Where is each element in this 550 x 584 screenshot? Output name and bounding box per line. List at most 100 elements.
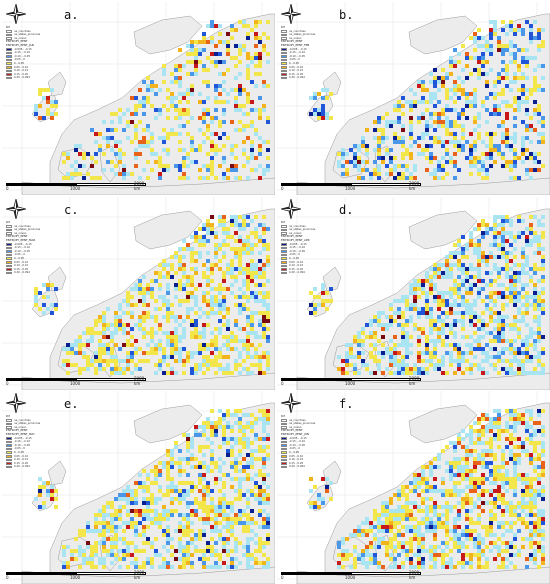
entropy-cell: [222, 323, 226, 327]
entropy-cell: [102, 347, 106, 351]
entropy-cell: [413, 100, 417, 104]
entropy-cell: [246, 64, 250, 68]
entropy-cell: [110, 553, 114, 557]
entropy-cell: [353, 160, 357, 164]
entropy-cell: [393, 164, 397, 168]
entropy-cell: [481, 417, 485, 421]
entropy-cell: [429, 124, 433, 128]
entropy-cell: [162, 461, 166, 465]
entropy-cell: [541, 533, 545, 537]
entropy-cell: [389, 541, 393, 545]
entropy-cell: [537, 493, 541, 497]
entropy-cell: [34, 112, 38, 116]
entropy-cell: [461, 92, 465, 96]
entropy-cell: [373, 315, 377, 319]
entropy-cell: [190, 485, 194, 489]
entropy-cell: [469, 263, 473, 267]
entropy-cell: [182, 517, 186, 521]
entropy-cell: [258, 148, 262, 152]
entropy-cell: [246, 323, 250, 327]
entropy-cell: [170, 481, 174, 485]
legend-swatch: [6, 455, 12, 458]
entropy-cell: [417, 295, 421, 299]
entropy-cell: [465, 271, 469, 275]
entropy-cell: [266, 437, 270, 441]
entropy-cell: [453, 287, 457, 291]
entropy-cell: [525, 513, 529, 517]
entropy-cell: [453, 84, 457, 88]
entropy-cell: [222, 112, 226, 116]
entropy-cell: [258, 537, 262, 541]
entropy-cell: [477, 263, 481, 267]
entropy-cell: [130, 489, 134, 493]
entropy-cell: [501, 509, 505, 513]
entropy-cell: [465, 561, 469, 565]
entropy-cell: [513, 255, 517, 259]
entropy-cell: [230, 533, 234, 537]
entropy-cell: [533, 267, 537, 271]
entropy-cell: [250, 517, 254, 521]
entropy-cell: [234, 255, 238, 259]
entropy-cell: [230, 24, 234, 28]
entropy-cell: [493, 215, 497, 219]
entropy-cell: [186, 60, 190, 64]
entropy-cell: [186, 529, 190, 533]
entropy-cell: [345, 168, 349, 172]
entropy-cell: [437, 267, 441, 271]
entropy-cell: [537, 477, 541, 481]
entropy-cell: [214, 517, 218, 521]
entropy-cell: [461, 497, 465, 501]
entropy-cell: [533, 295, 537, 299]
entropy-cell: [206, 315, 210, 319]
entropy-cell: [202, 343, 206, 347]
entropy-cell: [393, 335, 397, 339]
entropy-cell: [142, 335, 146, 339]
entropy-cell: [413, 303, 417, 307]
entropy-cell: [525, 303, 529, 307]
entropy-cell: [186, 247, 190, 251]
entropy-cell: [529, 124, 533, 128]
entropy-cell: [425, 367, 429, 371]
entropy-cell: [417, 287, 421, 291]
entropy-cell: [413, 168, 417, 172]
entropy-cell: [425, 291, 429, 295]
entropy-cell: [262, 239, 266, 243]
entropy-cell: [521, 60, 525, 64]
entropy-cell: [146, 497, 150, 501]
entropy-cell: [521, 489, 525, 493]
entropy-cell: [437, 275, 441, 279]
entropy-cell: [210, 359, 214, 363]
entropy-cell: [509, 164, 513, 168]
entropy-cell: [497, 445, 501, 449]
entropy-cell: [469, 561, 473, 565]
entropy-cell: [409, 283, 413, 287]
entropy-cell: [110, 529, 114, 533]
entropy-cell: [114, 144, 118, 148]
entropy-cell: [525, 64, 529, 68]
entropy-cell: [501, 100, 505, 104]
entropy-cell: [453, 100, 457, 104]
entropy-cell: [114, 128, 118, 132]
entropy-cell: [489, 52, 493, 56]
entropy-cell: [529, 28, 533, 32]
entropy-cell: [309, 501, 313, 505]
entropy-cell: [262, 331, 266, 335]
entropy-cell: [533, 449, 537, 453]
entropy-cell: [433, 136, 437, 140]
entropy-cell: [254, 168, 258, 172]
entropy-cell: [537, 152, 541, 156]
entropy-cell: [485, 331, 489, 335]
entropy-cell: [206, 239, 210, 243]
entropy-cell: [529, 176, 533, 180]
entropy-cell: [461, 44, 465, 48]
entropy-cell: [246, 545, 250, 549]
entropy-cell: [234, 323, 238, 327]
entropy-cell: [405, 351, 409, 355]
entropy-cell: [517, 417, 521, 421]
entropy-cell: [453, 335, 457, 339]
entropy-cell: [421, 152, 425, 156]
entropy-cell: [118, 537, 122, 541]
entropy-cell: [489, 251, 493, 255]
entropy-cell: [218, 40, 222, 44]
entropy-cell: [365, 549, 369, 553]
